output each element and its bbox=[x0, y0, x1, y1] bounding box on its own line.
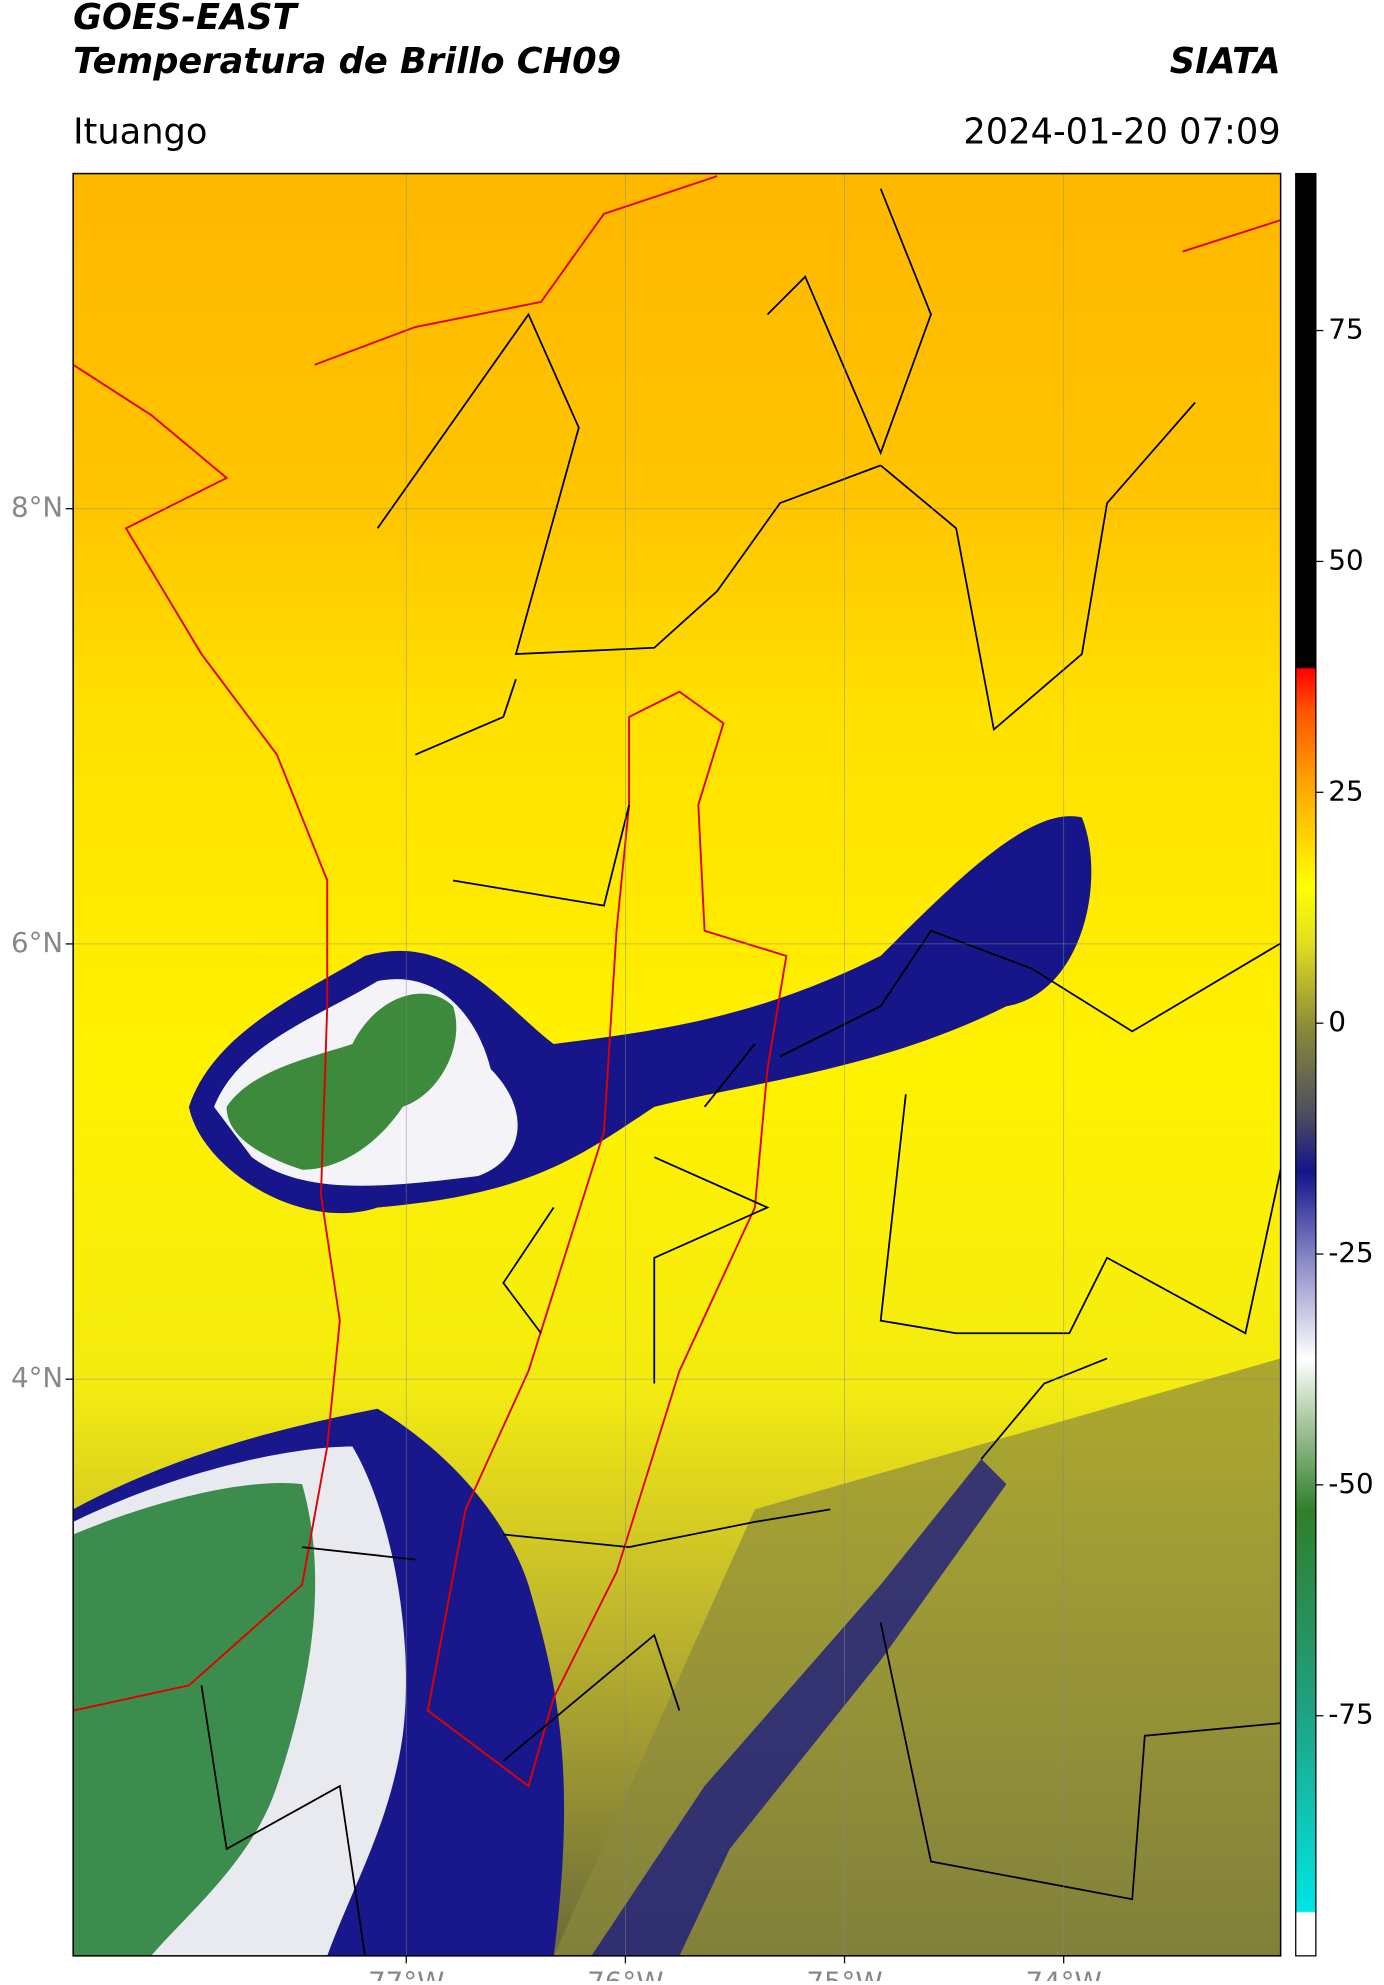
y-tick-label: 4°N bbox=[11, 1361, 63, 1394]
colorbar-tick-label: -25 bbox=[1328, 1236, 1373, 1269]
subtitle: Temperatura de Brillo CH09 bbox=[73, 41, 621, 82]
x-tick-label: 77°W bbox=[368, 1966, 444, 1981]
title: GOES-EAST bbox=[73, 0, 299, 38]
colorbar-tick-label: 50 bbox=[1328, 543, 1363, 576]
x-tick-label: 75°W bbox=[806, 1966, 882, 1981]
page: {"header": {"title": "GOES-EAST", "subti… bbox=[0, 0, 1384, 1981]
colorbar-tick-label: 25 bbox=[1328, 774, 1363, 807]
y-tick-label: 8°N bbox=[11, 491, 63, 524]
colorbar-tick-label: -75 bbox=[1328, 1698, 1373, 1731]
map-image bbox=[73, 174, 1280, 1956]
source: SIATA bbox=[1170, 41, 1281, 82]
y-tick-label: 6°N bbox=[11, 926, 63, 959]
datetime: 2024-01-20 07:09 bbox=[963, 111, 1280, 152]
x-tick-label: 76°W bbox=[587, 1966, 663, 1981]
figure: GOES-EAST Temperatura de Brillo CH09 SIA… bbox=[0, 0, 1384, 1981]
x-tick-label: 74°W bbox=[1026, 1966, 1102, 1981]
colorbar-tick-label: 75 bbox=[1328, 313, 1363, 346]
colorbar-tick-label: -50 bbox=[1328, 1467, 1373, 1500]
colorbar-tick-label: 0 bbox=[1328, 1005, 1346, 1038]
colorbar bbox=[1296, 174, 1316, 1956]
location: Ituango bbox=[73, 111, 207, 152]
